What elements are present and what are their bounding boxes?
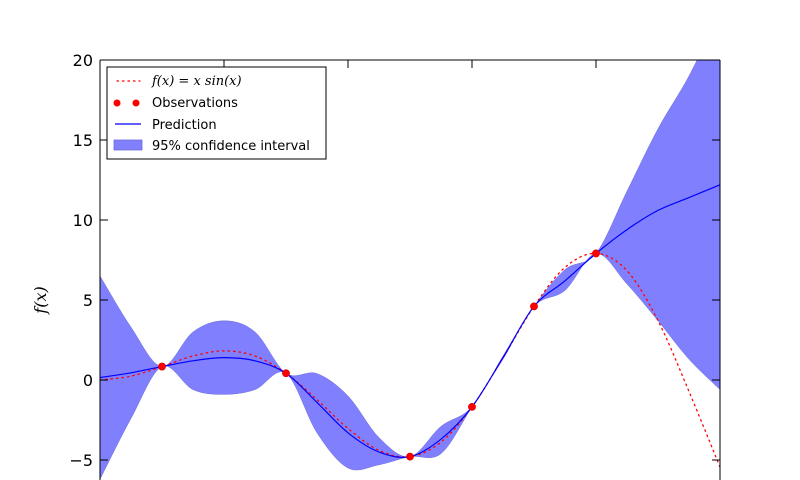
y-tick-label: 15 [73,131,93,150]
observation-point [282,369,290,378]
observation-point [158,362,166,371]
observation-points [158,249,600,461]
legend-swatch-marker [113,99,121,107]
legend: f(x) = x sin(x) Observations Prediction … [106,66,327,160]
y-axis-ticks: −5 0 5 10 15 20 [69,51,720,470]
legend-label-confidence-interval: 95% confidence interval [152,139,310,154]
legend-entry-confidence-interval: 95% confidence interval [113,139,310,154]
legend-box [106,66,327,160]
legend-swatch-marker [132,99,140,107]
observation-point [530,302,538,311]
y-tick-label: 10 [73,211,93,230]
confidence-interval-band [100,60,720,480]
legend-label-observations: Observations [152,96,238,111]
legend-swatch-fill [113,139,143,151]
observation-point [406,452,414,461]
legend-label-true-function: f(x) = x sin(x) [151,74,242,89]
y-tick-label: 5 [83,291,93,310]
y-axis-label: f(x) [31,286,50,314]
legend-entry-prediction: Prediction [115,118,217,133]
legend-entry-observations: Observations [113,96,238,111]
x-axis-top-ticks [99,60,721,68]
observation-point [592,249,600,258]
y-tick-label: 20 [73,51,93,70]
legend-entry-true-function: f(x) = x sin(x) [116,74,242,89]
legend-label-prediction: Prediction [152,118,217,133]
observation-point [468,402,476,411]
plot-area [100,60,720,480]
y-tick-label: 0 [83,371,93,390]
y-tick-label: −5 [69,451,93,470]
